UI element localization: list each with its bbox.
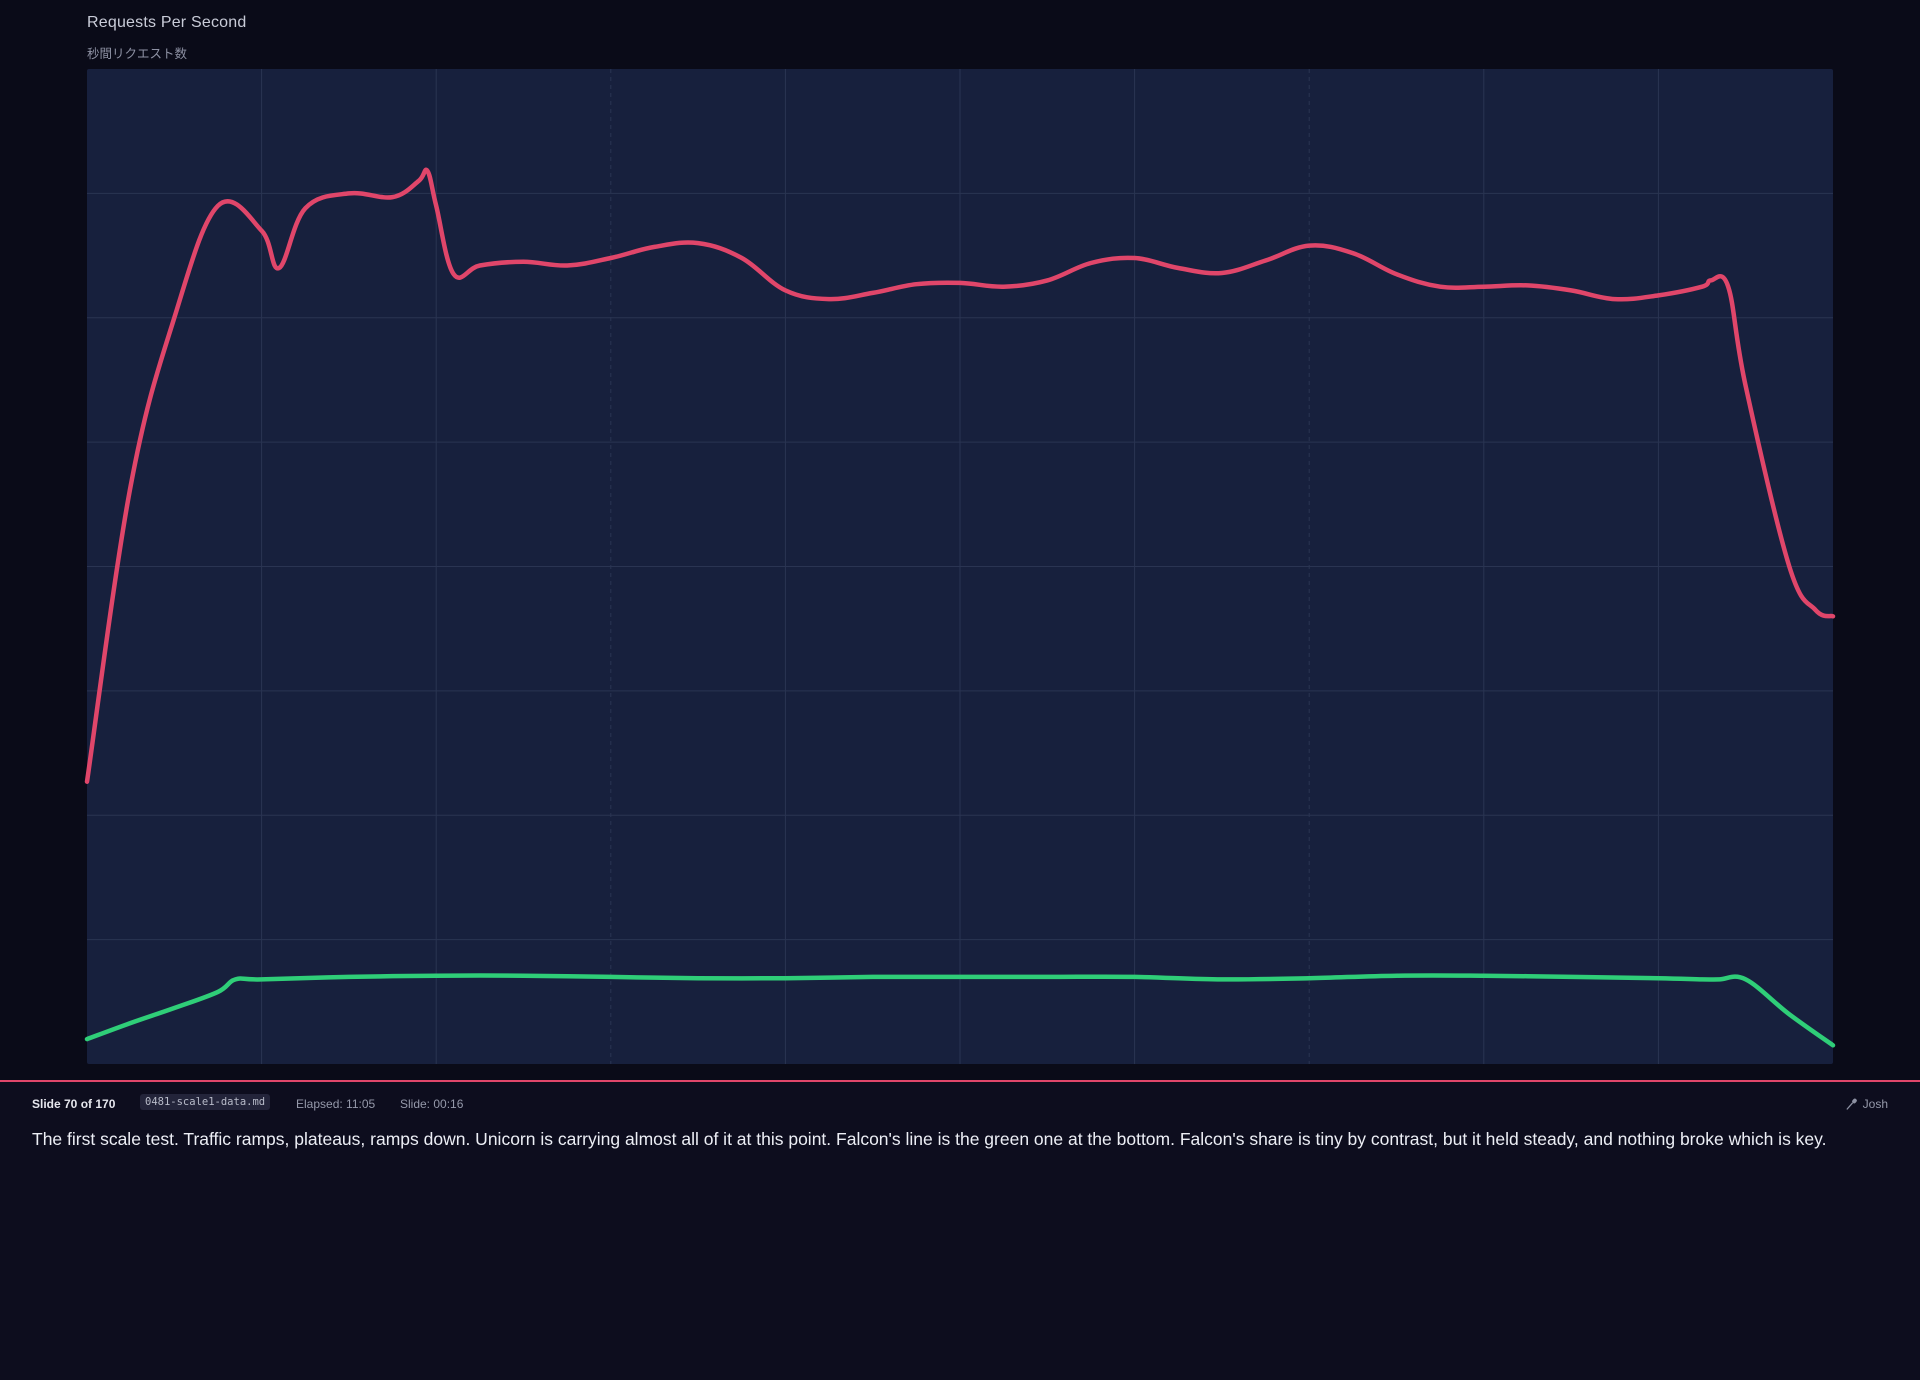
presenter-status-bar: Slide 70 of 170 0481-scale1-data.md Elap… xyxy=(32,1094,1888,1114)
series-line-unicorn xyxy=(84,167,1836,784)
requests-per-second-chart xyxy=(84,69,1836,1064)
slide: Requests Per Second 秒間リクエスト数 xyxy=(84,14,1836,1064)
chart-subtitle: 秒間リクエスト数 xyxy=(87,47,188,61)
slide-timer: Slide: 00:16 xyxy=(400,1097,464,1111)
chart-title: Requests Per Second xyxy=(87,14,247,31)
file-name-chip[interactable]: 0481-scale1-data.md xyxy=(140,1094,271,1110)
speaker-notes-panel: Slide 70 of 170 0481-scale1-data.md Elap… xyxy=(0,1082,1920,1380)
slide-counter: Slide 70 of 170 xyxy=(32,1097,116,1111)
mic-icon xyxy=(1846,1098,1857,1110)
progress-divider xyxy=(0,1080,1920,1082)
elapsed-timer: Elapsed: 11:05 xyxy=(296,1097,376,1111)
series-line-falcon xyxy=(84,973,1836,1048)
presenter-name: Josh xyxy=(1862,1097,1888,1111)
speaker-notes-text: The first scale test. Traffic ramps, pla… xyxy=(32,1129,1827,1149)
presenter: Josh xyxy=(1846,1097,1888,1111)
